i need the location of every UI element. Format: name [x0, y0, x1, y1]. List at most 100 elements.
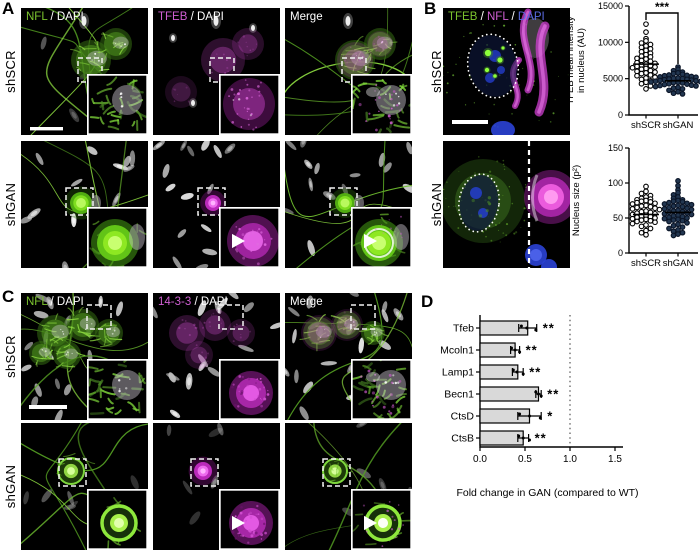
zoom-inset — [351, 74, 412, 135]
tile-header-part: / DAPI — [187, 11, 224, 23]
row-label-a-shGAN: shGAN — [3, 182, 18, 227]
tile-header-part: TFEB — [448, 11, 478, 23]
svg-text:**: ** — [535, 431, 547, 446]
chart-nucleus-size: 0 50 100 150 shSCR shGAN Nucleus size (p²) — [563, 137, 700, 269]
panel-d-label: D — [421, 292, 434, 311]
svg-text:Mcoln1: Mcoln1 — [440, 345, 474, 357]
tile-header: Merge — [290, 11, 323, 23]
tile-header: TFEB / DAPI — [158, 11, 224, 23]
tile-header: Merge — [290, 296, 323, 308]
svg-text:CtsB: CtsB — [451, 433, 474, 445]
arrowhead-icon — [364, 233, 377, 249]
dashed-roi-box — [197, 187, 226, 216]
tile-header-part: 14-3-3 — [158, 296, 192, 308]
svg-text:5000: 5000 — [603, 74, 623, 84]
micrograph-A-shGAN-TFEB — [153, 141, 280, 268]
tile-header-part: / DAPI — [47, 296, 84, 308]
micrograph-C-shGAN-NFL — [21, 423, 148, 550]
tile-header-part: NFL — [26, 11, 48, 23]
zoom-inset — [87, 489, 148, 550]
svg-text:*: * — [547, 409, 553, 424]
row-label-c-shSCR: shSCR — [3, 335, 18, 378]
arrowhead-icon — [232, 515, 245, 531]
svg-text:15000: 15000 — [598, 1, 623, 11]
panel-a-label: A — [2, 0, 15, 18]
tile-header: 14-3-3 / DAPI — [158, 296, 228, 308]
svg-text:CtsD: CtsD — [451, 411, 475, 423]
micrograph-B-shSCR: TFEB / NFL / DAPI — [443, 8, 570, 135]
bar-Mcoln1 — [479, 342, 516, 358]
dashed-roi-box — [190, 458, 219, 487]
micrograph-A-shGAN-Merge — [285, 141, 412, 268]
row-label-c-shGAN: shGAN — [3, 464, 18, 509]
svg-text:TFEB mean intensity: TFEB mean intensity — [565, 16, 576, 104]
arrowhead-icon — [364, 515, 377, 531]
svg-text:**: ** — [529, 365, 541, 380]
tile-header: NFL / DAPI — [26, 296, 84, 308]
svg-text:1.5: 1.5 — [608, 454, 622, 465]
svg-text:Becn1: Becn1 — [444, 389, 474, 401]
micrograph-C-shGAN-Merge — [285, 423, 412, 550]
tile-header-part: Merge — [290, 296, 323, 308]
svg-text:Nucleus size (p²): Nucleus size (p²) — [571, 165, 582, 236]
svg-text:shSCR: shSCR — [631, 258, 661, 269]
micrograph-A-shSCR-Merge: Merge — [285, 8, 412, 135]
svg-text:0.0: 0.0 — [473, 454, 487, 465]
svg-text:Fold change in GAN (compared t: Fold change in GAN (compared to WT) — [456, 487, 638, 499]
svg-text:100: 100 — [608, 178, 623, 188]
svg-text:in nucleus (AU): in nucleus (AU) — [576, 28, 587, 93]
zoom-inset — [351, 489, 412, 550]
dashed-roi-box — [322, 458, 351, 487]
chart-tfeb-nuclear-intensity: 0 5000 10000 15000 shSCR shGAN TFEB mean inten… — [563, 0, 700, 136]
micrograph-C-shSCR-NFL: NFL / DAPI — [21, 293, 148, 420]
scale-bar — [452, 120, 488, 124]
zoom-inset — [87, 359, 148, 420]
svg-text:10000: 10000 — [598, 37, 623, 47]
bar-Becn1 — [479, 386, 540, 402]
tile-header-part: NFL — [26, 296, 48, 308]
zoom-inset — [351, 207, 412, 268]
dashed-roi-box — [65, 187, 94, 216]
svg-text:1.0: 1.0 — [563, 454, 577, 465]
tile-header-part: / DAPI — [47, 11, 84, 23]
arrowhead-icon — [232, 233, 245, 249]
tile-header-part: NFL — [486, 11, 509, 23]
zoom-inset — [87, 74, 148, 135]
panel-b-label: B — [424, 0, 437, 18]
svg-text:shSCR: shSCR — [631, 120, 661, 131]
dashed-roi-box — [218, 304, 244, 330]
nucleus-outline — [466, 33, 520, 99]
zoom-inset — [87, 207, 148, 268]
tile-header-part: DAPI — [517, 11, 545, 23]
svg-text:shGAN: shGAN — [663, 258, 694, 269]
svg-text:shGAN: shGAN — [663, 120, 694, 131]
zoom-inset — [219, 207, 280, 268]
svg-text:150: 150 — [608, 143, 623, 153]
micrograph-C-shGAN-1433 — [153, 423, 280, 550]
micrograph-B-shGAN — [443, 141, 570, 268]
dashed-roi-box — [86, 304, 112, 330]
dashed-roi-box — [350, 304, 376, 330]
micrograph-A-shSCR-TFEB: TFEB / DAPI — [153, 8, 280, 135]
tile-header: NFL / DAPI — [26, 11, 84, 23]
tile-header-part: / — [477, 11, 487, 23]
dashed-roi-box — [58, 458, 87, 487]
nucleus-outline — [457, 173, 501, 233]
zoom-inset — [219, 359, 280, 420]
chart-qpcr-fold-change: 0.0 0.5 1.0 1.5 Tfeb ** Mcoln1 ** Lamp1 ** Becn1 **… — [424, 299, 700, 511]
micrograph-A-shGAN-NFL — [21, 141, 148, 268]
tile-header-part: Merge — [290, 11, 323, 23]
svg-text:**: ** — [543, 321, 555, 336]
scale-bar — [30, 127, 63, 131]
svg-text:Tfeb: Tfeb — [453, 323, 474, 335]
scale-bar — [29, 405, 67, 409]
svg-text:Lamp1: Lamp1 — [442, 367, 474, 379]
tile-header: TFEB / NFL / DAPI — [448, 11, 545, 23]
tile-header-part: / — [508, 11, 518, 23]
panel-c-label: C — [2, 287, 15, 306]
svg-text:**: ** — [547, 387, 559, 402]
bar-CtsB — [479, 430, 524, 446]
svg-text:0: 0 — [618, 110, 623, 120]
micrograph-A-shSCR-NFL: NFL / DAPI — [21, 8, 148, 135]
tile-header-part: / DAPI — [191, 296, 228, 308]
